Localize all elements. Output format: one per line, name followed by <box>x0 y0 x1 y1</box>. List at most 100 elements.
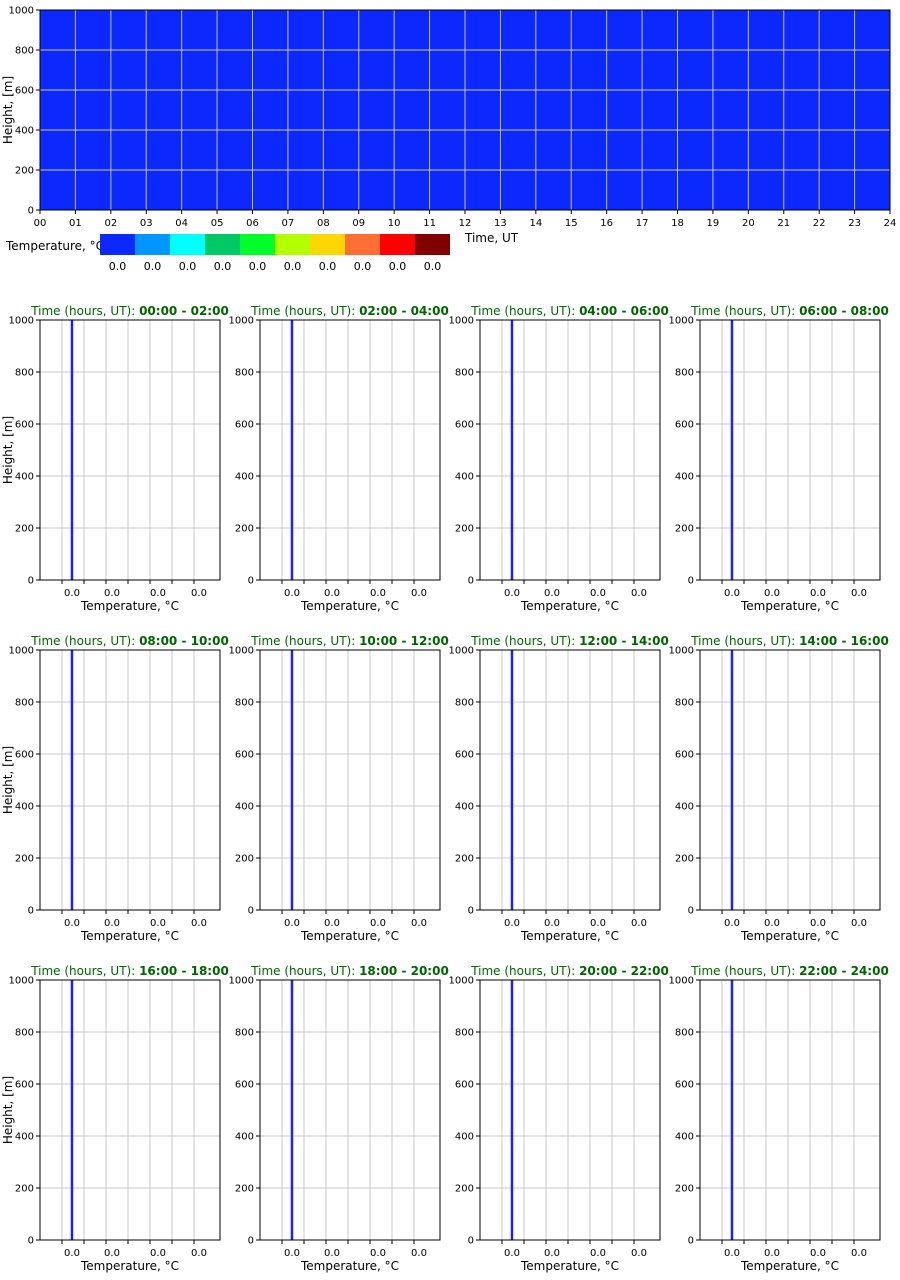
panel-x-tick-label: 0.0 <box>411 918 427 929</box>
panel-y-tick-label: 0 <box>468 906 474 917</box>
panel-title: Time (hours, UT): 22:00 - 24:00 <box>690 964 889 978</box>
panel-y-tick-label: 600 <box>675 750 694 761</box>
panel-y-tick-label: 800 <box>15 698 34 709</box>
panel-x-tick-label: 0.0 <box>191 918 207 929</box>
panel-frame <box>259 649 441 911</box>
heatmap-x-axis-label: Time, UT <box>464 231 519 245</box>
colorbar-value: 0.0 <box>109 260 127 273</box>
panel-frame <box>479 979 661 1241</box>
colorbar-label: Temperature, °C <box>5 239 104 253</box>
panel-frame <box>39 649 221 911</box>
heatmap-x-tick-label: 18 <box>671 218 684 229</box>
heatmap-x-tick-label: 03 <box>140 218 153 229</box>
panel-title-range: 06:00 - 08:00 <box>799 304 889 318</box>
panel-y-tick-label: 200 <box>675 524 694 535</box>
profile-panel: Time (hours, UT): 20:00 - 22:00 0 200 400 60… <box>449 964 669 1273</box>
panel-x-tick-label: 0.0 <box>590 1248 606 1259</box>
panel-y-tick-label: 400 <box>235 1132 254 1143</box>
panel-y-tick-label: 0 <box>688 1236 694 1247</box>
heatmap-x-tick-label: 17 <box>636 218 649 229</box>
panel-title-prefix: Time (hours, UT): <box>690 964 799 978</box>
panel-x-tick-label: 0.0 <box>764 588 780 599</box>
panel-y-tick-label: 200 <box>455 854 474 865</box>
profile-panel: Time (hours, UT): 08:00 - 10:00 0 200 400 60… <box>1 634 229 943</box>
panel-x-tick-label: 0.0 <box>810 1248 826 1259</box>
panel-x-axis-label: Temperature, °C <box>740 929 839 943</box>
profile-panel: Time (hours, UT): 02:00 - 04:00 0 200 400 60… <box>229 304 449 613</box>
panel-y-tick-label: 800 <box>235 1028 254 1039</box>
panel-title-range: 10:00 - 12:00 <box>359 634 449 648</box>
heatmap-x-tick-label: 12 <box>459 218 472 229</box>
heatmap-x-tick-label: 01 <box>69 218 82 229</box>
panel-y-tick-label: 800 <box>455 1028 474 1039</box>
panel-x-axis-label: Temperature, °C <box>740 1259 839 1273</box>
heatmap-x-tick-label: 14 <box>529 218 542 229</box>
panel-y-tick-label: 0 <box>28 1236 34 1247</box>
panel-y-tick-label: 200 <box>15 1184 34 1195</box>
panel-y-axis-label: Height, [m] <box>1 746 15 814</box>
heatmap-x-tick-label: 07 <box>282 218 295 229</box>
panel-y-tick-label: 400 <box>675 472 694 483</box>
panel-y-tick-label: 800 <box>455 698 474 709</box>
panel-x-axis-label: Temperature, °C <box>740 599 839 613</box>
panel-title-range: 04:00 - 06:00 <box>579 304 669 318</box>
panel-x-tick-label: 0.0 <box>150 918 166 929</box>
colorbar-swatch <box>275 234 310 255</box>
heatmap-x-tick-label: 22 <box>813 218 826 229</box>
panel-title-prefix: Time (hours, UT): <box>470 964 579 978</box>
panel-x-tick-label: 0.0 <box>724 1248 740 1259</box>
panel-x-tick-label: 0.0 <box>64 1248 80 1259</box>
heatmap-y-tick-label: 0 <box>28 206 34 217</box>
colorbar-value: 0.0 <box>424 260 442 273</box>
panel-frame <box>479 649 661 911</box>
panel-x-tick-label: 0.0 <box>64 588 80 599</box>
panel-y-tick-label: 600 <box>455 750 474 761</box>
panel-x-tick-label: 0.0 <box>324 588 340 599</box>
panel-y-tick-label: 600 <box>235 1080 254 1091</box>
panel-y-tick-label: 1000 <box>9 646 34 657</box>
panel-y-tick-label: 400 <box>675 802 694 813</box>
colorbar-value: 0.0 <box>214 260 232 273</box>
panel-x-tick-label: 0.0 <box>370 918 386 929</box>
heatmap-x-tick-label: 00 <box>34 218 47 229</box>
panel-y-tick-label: 0 <box>688 906 694 917</box>
panel-title-range: 16:00 - 18:00 <box>139 964 229 978</box>
panel-frame <box>479 319 661 581</box>
panel-x-tick-label: 0.0 <box>104 918 120 929</box>
panel-y-tick-label: 600 <box>675 420 694 431</box>
panel-x-tick-label: 0.0 <box>191 1248 207 1259</box>
panel-y-tick-label: 600 <box>235 420 254 431</box>
panel-y-tick-label: 600 <box>455 1080 474 1091</box>
panel-frame <box>699 649 881 911</box>
heatmap-x-tick-label: 06 <box>246 218 259 229</box>
panel-y-tick-label: 800 <box>235 698 254 709</box>
panel-y-axis-label: Height, [m] <box>1 1076 15 1144</box>
profile-panel: Time (hours, UT): 22:00 - 24:00 0 200 400 60… <box>669 964 889 1273</box>
panel-y-tick-label: 800 <box>675 698 694 709</box>
panel-title: Time (hours, UT): 06:00 - 08:00 <box>690 304 889 318</box>
panel-y-tick-label: 1000 <box>669 316 694 327</box>
panel-y-tick-label: 600 <box>235 750 254 761</box>
panel-y-tick-label: 200 <box>455 524 474 535</box>
panel-y-tick-label: 0 <box>248 1236 254 1247</box>
profile-panel: Time (hours, UT): 04:00 - 06:00 0 200 400 60… <box>449 304 669 613</box>
panel-y-tick-label: 1000 <box>9 976 34 987</box>
panel-x-tick-label: 0.0 <box>764 918 780 929</box>
panel-x-tick-label: 0.0 <box>590 588 606 599</box>
panel-x-tick-label: 0.0 <box>631 918 647 929</box>
profile-panel: Time (hours, UT): 16:00 - 18:00 0 200 400 60… <box>1 964 229 1273</box>
panel-frame <box>699 979 881 1241</box>
profile-panel: Time (hours, UT): 00:00 - 02:00 0 200 400 60… <box>1 304 229 613</box>
heatmap-x-tick-label: 20 <box>742 218 755 229</box>
panel-x-tick-label: 0.0 <box>324 918 340 929</box>
panel-title-prefix: Time (hours, UT): <box>470 634 579 648</box>
panel-title: Time (hours, UT): 10:00 - 12:00 <box>250 634 449 648</box>
panel-x-tick-label: 0.0 <box>810 588 826 599</box>
panel-x-axis-label: Temperature, °C <box>520 1259 619 1273</box>
panel-title: Time (hours, UT): 18:00 - 20:00 <box>250 964 449 978</box>
panel-y-tick-label: 0 <box>28 576 34 587</box>
panel-x-tick-label: 0.0 <box>150 1248 166 1259</box>
panel-y-tick-label: 0 <box>28 906 34 917</box>
panel-title-range: 14:00 - 16:00 <box>799 634 889 648</box>
heatmap-x-tick-label: 16 <box>600 218 613 229</box>
